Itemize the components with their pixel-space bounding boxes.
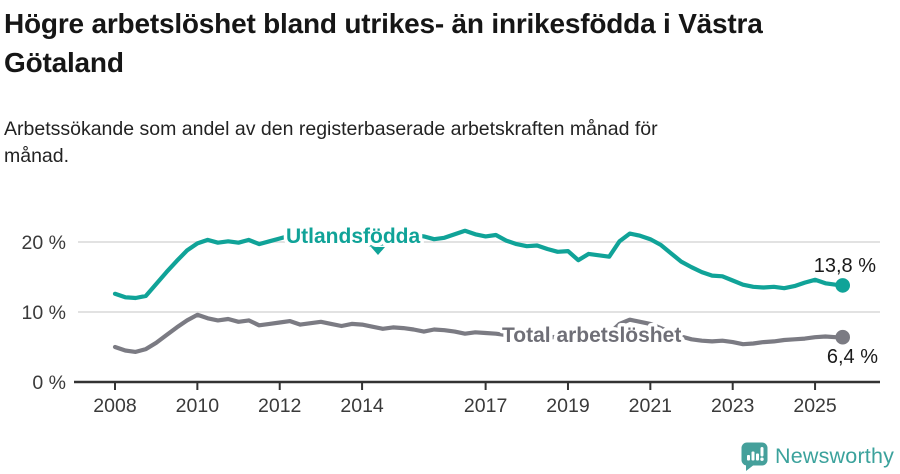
series-line-total (112, 312, 845, 354)
x-tick-label: 2017 (464, 395, 507, 417)
end-value-utlandsfodda: 13,8 % (814, 255, 876, 277)
series-line-utlandsfodda (112, 228, 845, 301)
series-label-caret-icon (371, 247, 385, 255)
x-tick-label: 2008 (93, 395, 136, 417)
x-tick-label: 2014 (340, 395, 384, 417)
series-end-dot-utlandsfodda (835, 278, 850, 293)
series-label-utlandsfodda: Utlandsfödda (286, 225, 420, 248)
x-tick-label: 2019 (546, 395, 589, 417)
y-tick-label: 10 % (22, 302, 66, 324)
end-value-total: 6,4 % (827, 346, 878, 368)
x-tick-label: 2023 (711, 395, 754, 417)
x-tick-label: 2012 (258, 395, 301, 417)
y-gridlines: 0 % 10 % 20 % (22, 232, 880, 394)
newsworthy-logo[interactable]: Newsworthy (741, 442, 894, 471)
series-label-total: Total arbetslöshet (502, 324, 681, 347)
chart-title: Högre arbetslöshet bland utrikes- än inr… (4, 8, 763, 78)
x-tick-label: 2021 (629, 395, 672, 417)
y-tick-label: 20 % (22, 232, 66, 254)
x-tick-label: 2010 (176, 395, 220, 417)
plot-area (112, 228, 850, 354)
series-end-dot-total (835, 329, 850, 345)
x-tick-label: 2025 (793, 395, 837, 417)
chart-subtitle: Arbetssökande som andel av den registerb… (4, 118, 658, 167)
newsworthy-logo-icon (741, 442, 768, 471)
y-tick-label: 0 % (32, 372, 66, 394)
x-axis: 2008 2010 2012 2014 2017 2019 2021 2023 2025 (74, 380, 880, 417)
newsworthy-logo-text: Newsworthy (775, 444, 895, 468)
